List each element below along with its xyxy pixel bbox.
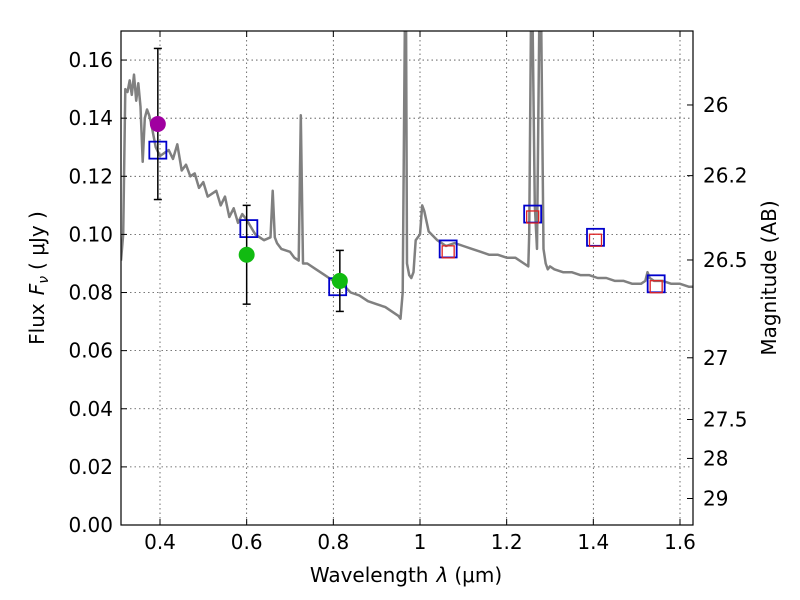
- y-tick-label: 0.00: [68, 513, 113, 537]
- y-tick-label: 0.14: [68, 106, 113, 130]
- predicted-photometry-square: [526, 210, 540, 224]
- x-tick-label: 1: [414, 530, 427, 554]
- y-tick-label: 0.16: [68, 48, 113, 72]
- y-tick-label: 0.04: [68, 397, 113, 421]
- x-tick-label: 0.8: [317, 530, 349, 554]
- y-axis-label: FluxFν( μJy ): [25, 211, 52, 345]
- predicted-photometry-square: [649, 280, 663, 294]
- right-tick-label: 27: [703, 346, 728, 370]
- observed-data-point: [331, 272, 348, 289]
- observed-data-point: [149, 115, 166, 132]
- x-tick-label: 1.6: [664, 530, 696, 554]
- x-tick-label: 1.4: [577, 530, 609, 554]
- spectrum-line: [121, 31, 693, 320]
- x-tick-label: 1.2: [491, 530, 523, 554]
- model-photometry-square: [239, 219, 259, 239]
- x-tick-label: 0.4: [144, 530, 176, 554]
- y-tick-label: 0.12: [68, 164, 113, 188]
- right-tick-label: 27.5: [703, 407, 748, 431]
- right-tick-label: 28: [703, 446, 728, 470]
- spectrum-line-layer: [121, 31, 693, 320]
- marker-layer: [148, 47, 666, 313]
- x-axis-label: Wavelength λ (μm): [310, 563, 502, 587]
- predicted-photometry-square: [441, 245, 455, 259]
- right-tick-label: 26.2: [703, 164, 748, 188]
- y-tick-label: 0.02: [68, 455, 113, 479]
- right-tick-label: 29: [703, 486, 728, 510]
- observed-data-point: [238, 246, 255, 263]
- right-axis-label: Magnitude (AB): [757, 200, 781, 355]
- y-tick-label: 0.06: [68, 339, 113, 363]
- right-tick-label: 26: [703, 93, 728, 117]
- ticks: 0.4 0.6 0.8 1 1.2 1.4 1.6 0.00 0.02 0.04 0.06 0.08 0…: [68, 31, 748, 554]
- predicted-photometry-square: [588, 233, 603, 247]
- x-tick-label: 0.6: [231, 530, 263, 554]
- y-tick-label: 0.08: [68, 281, 113, 305]
- right-tick-label: 26.5: [703, 248, 748, 272]
- y-tick-label: 0.10: [68, 222, 113, 246]
- plot-frame: [120, 30, 694, 526]
